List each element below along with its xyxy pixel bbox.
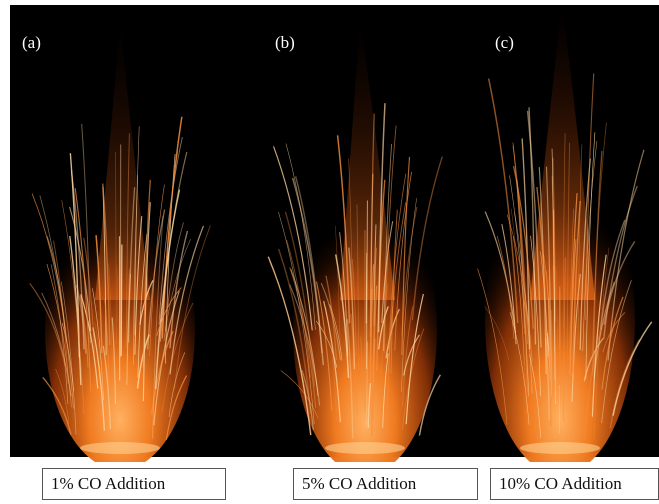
base-glow (520, 442, 600, 454)
caption: 1% CO Addition (42, 468, 226, 500)
base-glow (325, 442, 405, 454)
spark-streak (121, 245, 122, 356)
panel-label: (b) (275, 33, 295, 52)
panel-label: (c) (495, 33, 514, 52)
panel-label: (a) (22, 33, 41, 52)
caption: 5% CO Addition (293, 468, 478, 500)
page: (a) (b) (c) 1% CO Addition 5% CO Additio… (0, 0, 659, 504)
figure: (a) (b) (c) (0, 0, 659, 462)
base-glow (80, 442, 160, 454)
caption: 10% CO Addition (490, 468, 659, 500)
